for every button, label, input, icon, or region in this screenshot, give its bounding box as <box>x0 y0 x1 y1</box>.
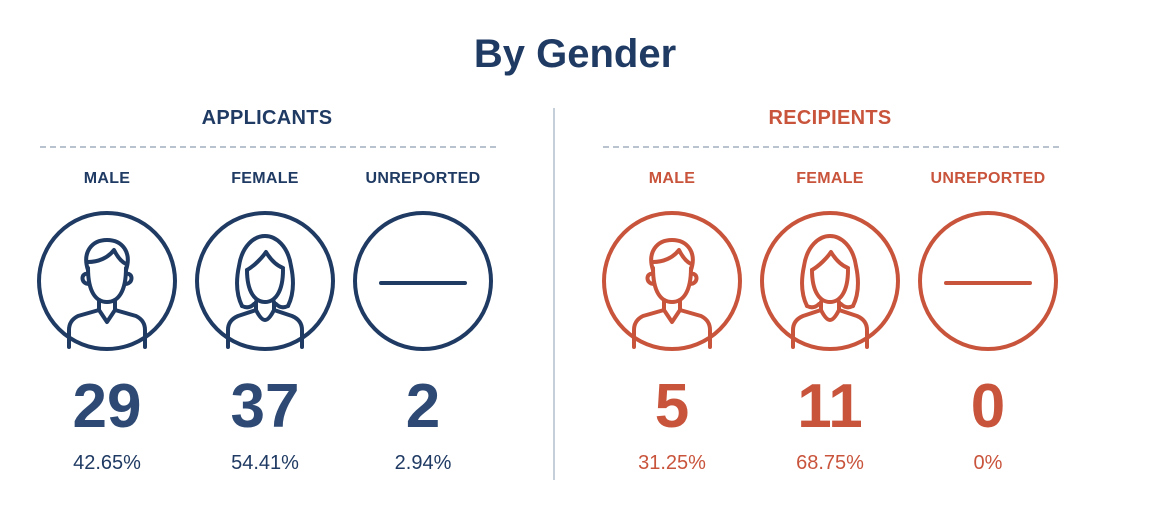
applicants-unreported-percent: 2.94% <box>394 452 452 474</box>
applicants-female-percent: 54.41% <box>231 452 299 474</box>
applicants-group: APPLICANTS MALE 29 42.65% FEMALE <box>37 0 497 515</box>
applicants-header: APPLICANTS <box>201 107 333 129</box>
recipients-male-column: MALE 5 31.25% <box>597 0 747 515</box>
recipients-female-label: FEMALE <box>796 170 864 187</box>
applicants-male-percent: 42.65% <box>73 452 141 474</box>
applicants-male-column: MALE 29 42.65% <box>32 0 182 515</box>
applicants-dashed-rule <box>40 146 496 148</box>
applicants-unreported-column: UNREPORTED 2 2.94% <box>348 0 498 515</box>
applicants-female-count: 37 <box>230 372 300 441</box>
section-divider <box>553 108 555 480</box>
applicants-unreported-label: UNREPORTED <box>365 170 481 187</box>
recipients-unreported-label: UNREPORTED <box>930 170 1046 187</box>
female-person-icon <box>194 210 336 352</box>
recipients-dashed-rule <box>603 146 1059 148</box>
recipients-female-column: FEMALE 11 68.75% <box>755 0 905 515</box>
recipients-unreported-column: UNREPORTED 0 0% <box>913 0 1063 515</box>
applicants-female-column: FEMALE 37 54.41% <box>190 0 340 515</box>
male-person-icon <box>36 210 178 352</box>
applicants-male-count: 29 <box>72 372 142 441</box>
recipients-male-count: 5 <box>654 372 690 441</box>
recipients-female-percent: 68.75% <box>796 452 864 474</box>
recipients-male-label: MALE <box>648 170 696 187</box>
recipients-male-percent: 31.25% <box>638 452 706 474</box>
recipients-female-count: 11 <box>797 372 863 441</box>
recipients-unreported-percent: 0% <box>973 452 1003 474</box>
page-title: By Gender <box>473 32 677 76</box>
male-person-icon <box>601 210 743 352</box>
female-person-icon <box>759 210 901 352</box>
recipients-unreported-count: 0 <box>970 372 1006 441</box>
applicants-female-label: FEMALE <box>231 170 299 187</box>
recipients-header: RECIPIENTS <box>768 107 892 129</box>
dash-icon <box>917 210 1059 352</box>
recipients-group: RECIPIENTS MALE 5 31.25% FEMALE <box>600 0 1060 515</box>
applicants-male-label: MALE <box>83 170 131 187</box>
dash-icon <box>352 210 494 352</box>
applicants-unreported-count: 2 <box>405 372 441 441</box>
